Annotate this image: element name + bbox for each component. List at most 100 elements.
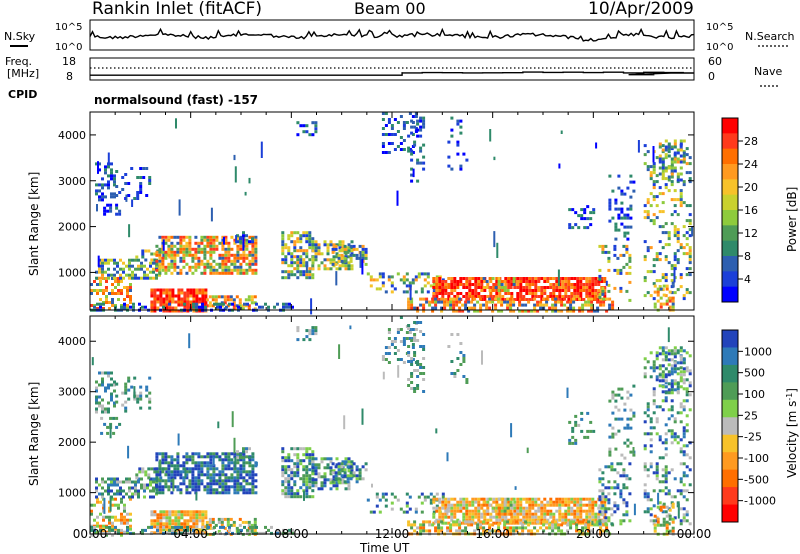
range-gate-cell xyxy=(229,298,233,302)
range-gate-cell xyxy=(296,492,300,496)
range-gate-cell xyxy=(305,124,309,128)
range-gate-cell xyxy=(183,291,187,295)
range-gate-cell xyxy=(455,523,459,527)
range-gate-cell xyxy=(290,264,294,268)
range-gate-cell xyxy=(91,357,94,366)
range-gate-cell xyxy=(685,288,689,292)
range-gate-cell xyxy=(220,520,224,524)
range-gate-cell xyxy=(446,452,449,462)
range-gate-cell xyxy=(540,506,544,510)
range-gate-cell xyxy=(115,400,119,404)
range-gate-cell xyxy=(534,277,538,280)
range-gate-cell xyxy=(320,487,324,491)
range-gate-cell xyxy=(251,244,255,248)
range-gate-cell xyxy=(293,447,297,451)
range-gate-cell xyxy=(113,177,116,181)
range-gate-cell xyxy=(594,289,598,292)
range-gate-cell xyxy=(407,146,411,150)
range-gate-cell xyxy=(601,513,605,517)
range-gate-cell xyxy=(128,477,131,481)
range-gate-cell xyxy=(323,475,327,479)
range-gate-cell xyxy=(658,210,662,214)
range-gate-cell xyxy=(158,253,162,257)
range-gate-cell xyxy=(626,207,630,211)
range-gate-cell xyxy=(302,124,306,128)
range-gate-cell xyxy=(375,492,379,496)
range-gate-cell xyxy=(236,247,240,251)
range-gate-cell xyxy=(113,273,116,277)
range-gate-cell xyxy=(652,186,656,190)
range-gate-cell xyxy=(135,255,139,259)
range-gate-cell xyxy=(390,343,394,346)
range-gate-cell xyxy=(643,372,647,376)
range-gate-cell xyxy=(165,306,169,310)
range-gate-cell xyxy=(195,516,199,520)
range-gate-cell xyxy=(586,435,590,439)
range-gate-cell xyxy=(626,231,630,235)
range-gate-cell xyxy=(682,367,686,371)
range-gate-cell xyxy=(119,489,122,493)
range-gate-cell xyxy=(598,244,602,248)
range-gate-cell xyxy=(120,280,123,283)
range-gate-cell xyxy=(434,306,438,310)
range-gate-cell xyxy=(497,497,501,501)
range-gate-cell xyxy=(150,510,154,514)
range-gate-cell xyxy=(679,166,683,170)
range-gate-cell xyxy=(203,268,207,272)
range-gate-cell xyxy=(522,277,526,280)
range-gate-cell xyxy=(462,518,466,522)
range-gate-cell xyxy=(573,283,577,286)
range-gate-cell xyxy=(519,509,523,513)
range-gate-cell xyxy=(617,213,621,217)
range-gate-cell xyxy=(124,409,128,413)
range-gate-cell xyxy=(408,281,412,285)
range-gate-cell xyxy=(435,504,439,508)
range-gate-cell xyxy=(503,300,507,304)
range-gate-cell xyxy=(254,259,258,263)
range-gate-cell xyxy=(205,298,209,302)
range-gate-cell xyxy=(673,169,677,173)
range-gate-cell xyxy=(513,506,517,510)
range-gate-cell xyxy=(676,198,680,202)
range-gate-cell xyxy=(245,234,248,238)
range-gate-cell xyxy=(233,256,237,260)
range-gate-cell xyxy=(246,302,249,306)
range-gate-cell xyxy=(661,225,665,229)
range-gate-cell xyxy=(664,279,668,283)
range-gate-cell xyxy=(429,498,433,502)
range-gate-cell xyxy=(236,488,240,492)
range-gate-cell xyxy=(458,529,462,533)
range-gate-cell xyxy=(534,283,538,286)
range-gate-cell xyxy=(284,477,288,481)
range-gate-cell xyxy=(384,352,388,355)
range-gate-cell xyxy=(474,512,478,516)
range-gate-cell xyxy=(498,515,502,519)
range-gate-cell xyxy=(622,244,626,248)
range-gate-cell xyxy=(296,456,300,460)
range-gate-cell xyxy=(527,523,531,527)
range-gate-cell xyxy=(153,303,157,307)
range-gate-cell xyxy=(231,302,234,306)
range-gate-cell xyxy=(477,503,481,507)
range-gate-cell xyxy=(643,153,647,157)
range-gate-cell xyxy=(347,267,351,271)
range-gate-cell xyxy=(601,504,605,508)
range-gate-cell xyxy=(326,252,330,256)
range-gate-cell xyxy=(119,480,122,484)
range-gate-cell xyxy=(516,503,520,507)
range-gate-cell xyxy=(117,503,120,507)
range-gate-cell xyxy=(239,482,243,486)
range-gate-cell xyxy=(410,360,414,363)
range-gate-cell xyxy=(90,509,93,513)
range-gate-cell xyxy=(673,435,677,439)
range-gate-cell xyxy=(549,521,553,525)
range-gate-cell xyxy=(164,452,168,456)
range-gate-cell xyxy=(230,268,234,272)
range-gate-cell xyxy=(344,487,348,491)
range-gate-cell xyxy=(479,297,483,301)
range-gate-cell xyxy=(519,292,523,295)
range-gate-cell xyxy=(407,324,411,327)
range-gate-cell xyxy=(123,530,126,534)
range-gate-cell xyxy=(153,297,157,301)
range-gate-cell xyxy=(498,292,502,295)
